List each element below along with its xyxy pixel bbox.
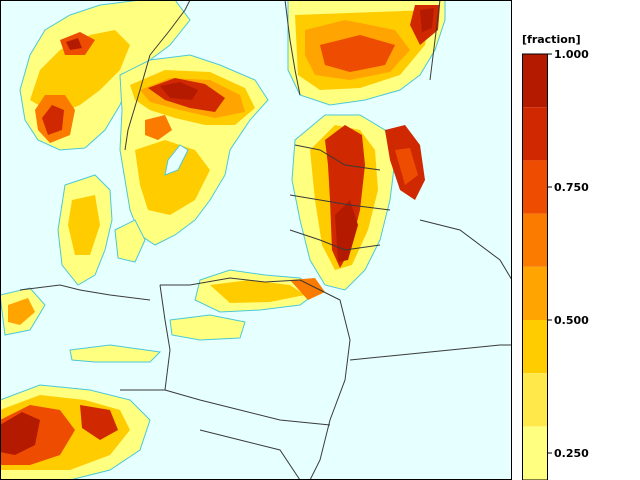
colorbar-title: [fraction] [522,33,581,46]
colorbar-tick-label-3: 0.250 [554,447,589,460]
colorbar-bin-1 [522,107,548,161]
field-denmark [57,174,146,286]
field-sweden [119,54,269,246]
colorbar-bin-7 [522,426,548,480]
colorbar-tick-label-1: 0.750 [554,181,589,194]
field-finland [287,0,446,106]
country-borders [19,0,512,480]
colorbar-bin-4 [522,266,548,320]
field-baltics [291,114,425,291]
colorbar-bin-6 [522,373,548,427]
colorbar-bin-0 [522,54,548,108]
field-central-europe [0,269,325,363]
colorbar-tick-label-0: 1.000 [554,48,589,61]
colorbar-frame [522,53,548,480]
colorbar-tick-label-2: 0.500 [554,314,589,327]
colorbar-bin-2 [522,160,548,214]
colorbar-bin-5 [522,320,548,374]
field-alps [0,384,151,480]
colorbar-bin-3 [522,213,548,267]
field-norway [19,0,191,151]
map-panel [0,0,512,480]
colorbar: [fraction] 1.000 0.750 0.500 0.250 [522,33,589,480]
